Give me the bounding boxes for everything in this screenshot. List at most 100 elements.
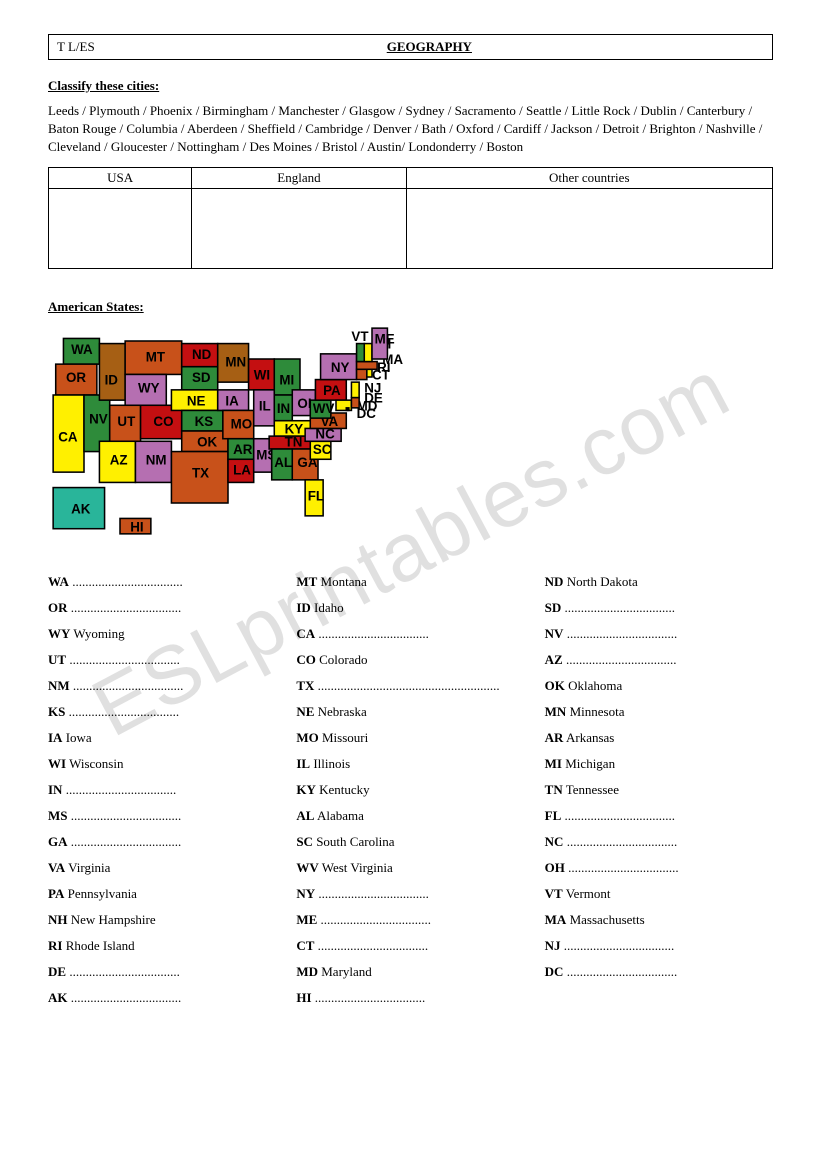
state-abbr: CT xyxy=(296,938,314,953)
state-abbr: FL xyxy=(545,808,562,823)
map-label-pa: PA xyxy=(323,383,341,398)
map-label-tn: TN xyxy=(285,434,303,449)
state-abbr: TX xyxy=(296,678,314,693)
state-name: Missouri xyxy=(322,730,368,745)
state-blank[interactable]: .................................. xyxy=(69,652,180,667)
classify-cell-england[interactable] xyxy=(192,188,406,268)
state-blank[interactable]: .................................. xyxy=(565,808,676,823)
state-row-ma: MA Massachusetts xyxy=(545,912,773,928)
state-row-ks: KS .................................. xyxy=(48,704,276,720)
state-blank[interactable]: .................................. xyxy=(66,782,177,797)
map-label-mi: MI xyxy=(279,372,294,387)
state-blank[interactable]: .................................. xyxy=(69,704,180,719)
state-abbr: UT xyxy=(48,652,66,667)
state-blank[interactable]: .................................. xyxy=(568,860,679,875)
usa-map: WAORCANVIDMTWYUTCOAZNMNDSDNEKSOKTXMNIAMO… xyxy=(48,323,408,544)
state-blank[interactable]: .................................. xyxy=(318,886,429,901)
state-blank[interactable]: .................................. xyxy=(71,808,182,823)
state-row-ak: AK .................................. xyxy=(48,990,276,1006)
state-blank[interactable]: .................................. xyxy=(566,652,677,667)
state-blank[interactable]: ........................................… xyxy=(318,678,500,693)
state-row-tx: TX .....................................… xyxy=(296,678,524,694)
state-name: Arkansas xyxy=(566,730,614,745)
state-row-ms: MS .................................. xyxy=(48,808,276,824)
state-name: North Dakota xyxy=(567,574,638,589)
state-row-md: MD Maryland xyxy=(296,964,524,980)
state-blank[interactable]: .................................. xyxy=(564,938,675,953)
state-row-vt: VT Vermont xyxy=(545,886,773,902)
map-state-nh xyxy=(364,343,372,361)
state-name: Virginia xyxy=(68,860,110,875)
map-label-ia: IA xyxy=(225,393,239,408)
state-blank[interactable]: .................................. xyxy=(71,834,182,849)
state-abbr: NM xyxy=(48,678,70,693)
state-row-co: CO Colorado xyxy=(296,652,524,668)
state-abbr: NC xyxy=(545,834,564,849)
state-name: Massachusetts xyxy=(570,912,645,927)
state-blank[interactable]: .................................. xyxy=(69,964,180,979)
state-blank[interactable]: .................................. xyxy=(315,990,426,1005)
state-blank[interactable]: .................................. xyxy=(567,834,678,849)
state-row-wa: WA .................................. xyxy=(48,574,276,590)
state-blank[interactable]: .................................. xyxy=(321,912,432,927)
state-abbr: ME xyxy=(296,912,317,927)
map-label-mn: MN xyxy=(225,354,246,369)
classify-cell-usa[interactable] xyxy=(49,188,192,268)
state-blank[interactable]: .................................. xyxy=(567,964,678,979)
header-left: T L/ES xyxy=(57,39,95,55)
states-col-3: ND North DakotaSD ......................… xyxy=(545,574,773,1016)
classify-col-usa: USA xyxy=(49,167,192,188)
map-label-fl: FL xyxy=(308,488,324,503)
state-blank[interactable]: .................................. xyxy=(567,626,678,641)
state-blank[interactable]: .................................. xyxy=(318,626,429,641)
state-name: Tennessee xyxy=(566,782,619,797)
state-abbr: IA xyxy=(48,730,62,745)
state-abbr: VA xyxy=(48,860,65,875)
state-blank[interactable]: .................................. xyxy=(71,990,182,1005)
states-col-1: WA ..................................OR … xyxy=(48,574,276,1016)
classify-cell-other[interactable] xyxy=(406,188,772,268)
state-abbr: DC xyxy=(545,964,564,979)
state-blank[interactable]: .................................. xyxy=(565,600,676,615)
state-abbr: WI xyxy=(48,756,66,771)
state-abbr: MD xyxy=(296,964,318,979)
state-row-sc: SC South Carolina xyxy=(296,834,524,850)
worksheet-page: ESLprintables.com T L/ES GEOGRAPHY Class… xyxy=(0,0,821,1056)
state-abbr: DE xyxy=(48,964,66,979)
state-abbr: KY xyxy=(296,782,316,797)
map-label-ks: KS xyxy=(195,413,214,428)
state-blank[interactable]: .................................. xyxy=(71,600,182,615)
state-abbr: KS xyxy=(48,704,65,719)
state-row-pa: PA Pennsylvania xyxy=(48,886,276,902)
state-name: Vermont xyxy=(566,886,611,901)
state-name: Nebraska xyxy=(318,704,367,719)
state-abbr: NH xyxy=(48,912,68,927)
map-label-co: CO xyxy=(153,413,173,428)
state-abbr: MI xyxy=(545,756,562,771)
state-abbr: MS xyxy=(48,808,68,823)
state-row-ar: AR Arkansas xyxy=(545,730,773,746)
state-abbr: TN xyxy=(545,782,563,797)
classify-col-other: Other countries xyxy=(406,167,772,188)
map-label-or: OR xyxy=(66,370,86,385)
state-row-nv: NV .................................. xyxy=(545,626,773,642)
map-label-ny: NY xyxy=(331,359,350,374)
state-abbr: SD xyxy=(545,600,562,615)
map-label-in: IN xyxy=(277,401,290,416)
state-abbr: AL xyxy=(296,808,314,823)
map-state-ct xyxy=(357,369,367,379)
state-row-az: AZ .................................. xyxy=(545,652,773,668)
state-blank[interactable]: .................................. xyxy=(73,678,184,693)
state-name: Oklahoma xyxy=(568,678,622,693)
state-blank[interactable]: .................................. xyxy=(72,574,183,589)
map-state-nj xyxy=(351,382,359,397)
state-row-id: ID Idaho xyxy=(296,600,524,616)
state-abbr: ID xyxy=(296,600,310,615)
map-label-wa: WA xyxy=(71,341,93,356)
state-abbr: PA xyxy=(48,886,64,901)
map-label-id: ID xyxy=(105,372,119,387)
state-abbr: GA xyxy=(48,834,68,849)
map-label-nd: ND xyxy=(192,347,212,362)
state-row-fl: FL .................................. xyxy=(545,808,773,824)
state-blank[interactable]: .................................. xyxy=(318,938,429,953)
